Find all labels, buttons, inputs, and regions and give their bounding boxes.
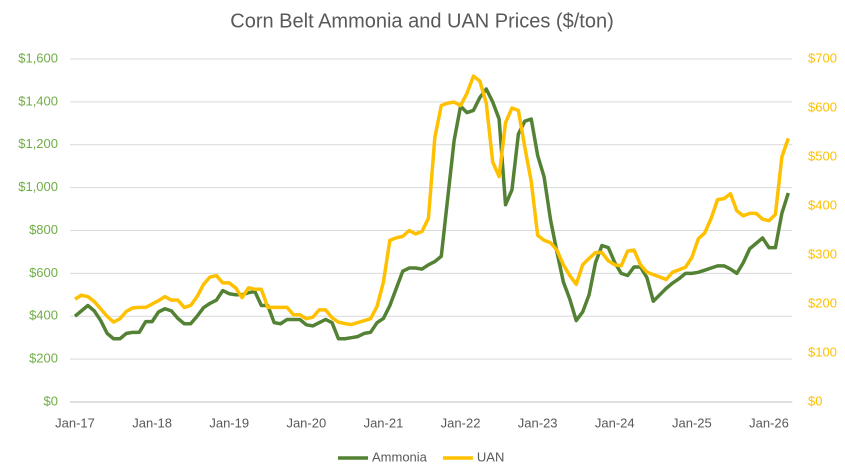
x-tick-label: Jan-23 [518, 415, 558, 430]
y2-tick-label: $600 [808, 99, 837, 114]
y2-tick-label: $100 [808, 344, 837, 359]
y2-tick-label: $200 [808, 295, 837, 310]
x-tick-label: Jan-24 [595, 415, 635, 430]
y2-tick-label: $0 [808, 393, 822, 408]
legend-label: UAN [477, 449, 504, 464]
y2-tick-label: $300 [808, 246, 837, 261]
y-tick-label: $200 [29, 351, 58, 366]
x-tick-label: Jan-21 [364, 415, 404, 430]
line-series [73, 87, 790, 341]
y2-tick-label: $500 [808, 148, 837, 163]
legend-label: Ammonia [372, 449, 428, 464]
x-tick-label: Jan-26 [749, 415, 789, 430]
x-tick-label: Jan-19 [209, 415, 249, 430]
chart-title: Corn Belt Ammonia and UAN Prices ($/ton) [230, 10, 614, 32]
x-tick-label: Jan-25 [672, 415, 712, 430]
y2-tick-label: $400 [808, 197, 837, 212]
y-tick-label: $600 [29, 265, 58, 280]
line-series [74, 74, 790, 327]
x-tick-label: Jan-20 [286, 415, 326, 430]
y-tick-label: $1,400 [18, 93, 58, 108]
y-tick-label: $1,600 [18, 50, 58, 65]
y-tick-label: $400 [29, 308, 58, 323]
y-tick-label: $1,000 [18, 179, 58, 194]
y-tick-label: $0 [44, 393, 58, 408]
x-tick-label: Jan-22 [441, 415, 481, 430]
y-tick-label: $1,200 [18, 136, 58, 151]
x-tick-label: Jan-18 [132, 415, 172, 430]
y-tick-label: $800 [29, 222, 58, 237]
x-tick-label: Jan-17 [55, 415, 95, 430]
y2-tick-label: $700 [808, 50, 837, 65]
